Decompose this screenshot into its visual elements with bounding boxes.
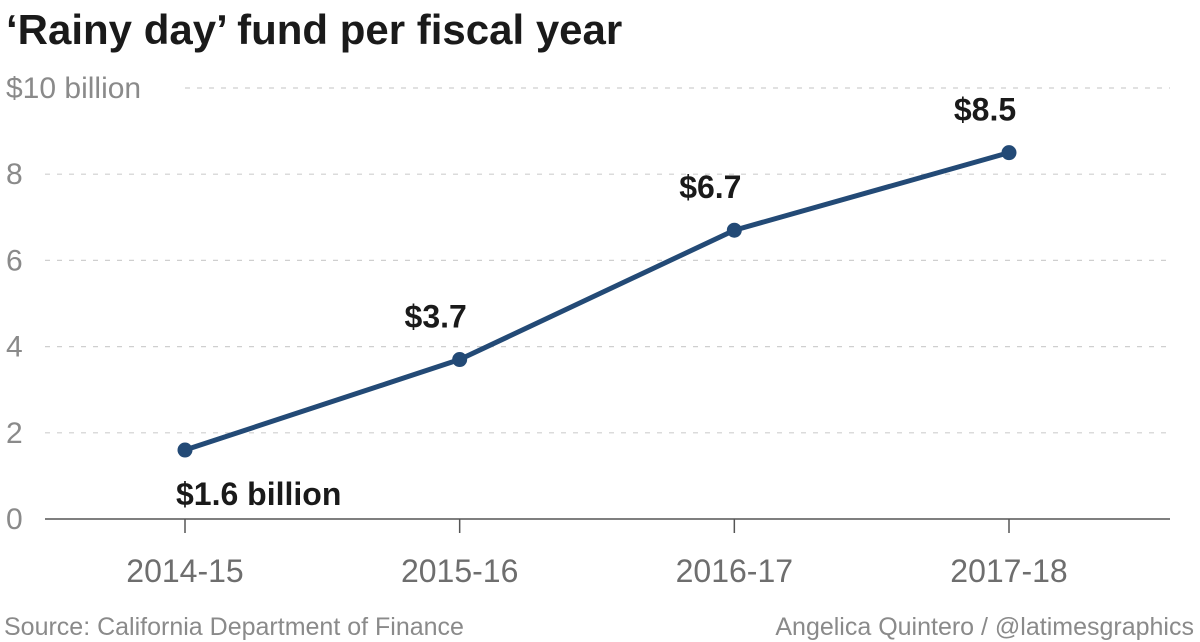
y-tick-label: $10 billion [6, 72, 141, 105]
chart-title: ‘Rainy day’ fund per fiscal year [6, 6, 623, 53]
data-point [1001, 145, 1017, 161]
data-point [177, 442, 193, 458]
data-point [452, 352, 468, 368]
x-tick-label: 2014-15 [126, 553, 243, 589]
data-point [726, 222, 742, 238]
data-label: $3.7 [405, 299, 467, 335]
y-axis-tick-labels: 0 2 4 6 8 $10 billion [6, 72, 141, 536]
series-line [182, 150, 1012, 453]
y-tick-label: 2 [6, 417, 23, 450]
x-axis-tick-marks [184, 519, 1010, 533]
chart-footer: Source: California Department of Finance… [0, 612, 1200, 642]
y-tick-label: 8 [6, 158, 23, 191]
data-label: $8.5 [954, 92, 1016, 128]
x-tick-label: 2017-18 [950, 553, 1067, 589]
data-labels: $1.6 billion $3.7 $6.7 $8.5 [176, 92, 1016, 512]
x-tick-label: 2015-16 [401, 553, 518, 589]
y-tick-label: 4 [6, 331, 23, 364]
x-tick-label: 2016-17 [676, 553, 793, 589]
data-label: $6.7 [679, 169, 741, 205]
data-label: $1.6 billion [176, 476, 341, 512]
x-axis-labels: 2014-15 2015-16 2016-17 2017-18 [126, 553, 1067, 589]
y-tick-label: 6 [6, 244, 23, 277]
source-note: Source: California Department of Finance [4, 613, 464, 641]
data-points [177, 145, 1017, 458]
credit-note: Angelica Quintero / @latimesgraphics [775, 613, 1194, 641]
y-tick-label: 0 [6, 503, 23, 536]
gridlines [45, 87, 1170, 434]
